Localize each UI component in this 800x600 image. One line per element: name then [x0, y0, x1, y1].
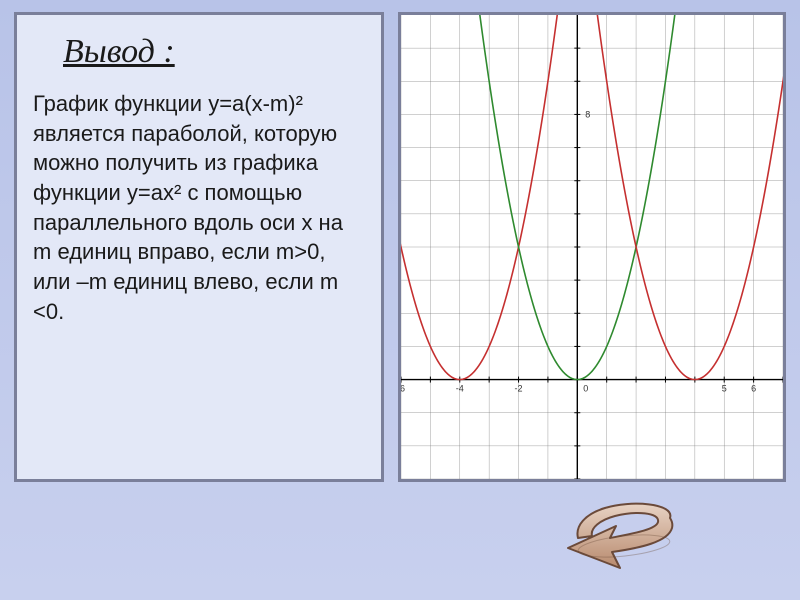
panel-title: Вывод :	[63, 33, 365, 71]
svg-text:6: 6	[751, 384, 756, 394]
svg-text:0: 0	[583, 384, 588, 394]
svg-text:-6: -6	[401, 384, 405, 394]
chart-svg: 5 6 -6 -4 -2 8 0	[401, 15, 783, 479]
parabola-chart: 5 6 -6 -4 -2 8 0	[398, 12, 786, 482]
slide: Вывод : График функции y=a(x-m)² являетс…	[0, 0, 800, 600]
back-arrow-button[interactable]	[560, 498, 680, 590]
svg-text:-2: -2	[515, 384, 523, 394]
svg-text:8: 8	[585, 109, 590, 119]
panel-body: График функции y=a(x-m)² является парабо…	[33, 89, 365, 327]
svg-text:5: 5	[722, 384, 727, 394]
curved-arrow-icon	[560, 498, 680, 590]
conclusion-panel: Вывод : График функции y=a(x-m)² являетс…	[14, 12, 384, 482]
svg-text:-4: -4	[456, 384, 464, 394]
